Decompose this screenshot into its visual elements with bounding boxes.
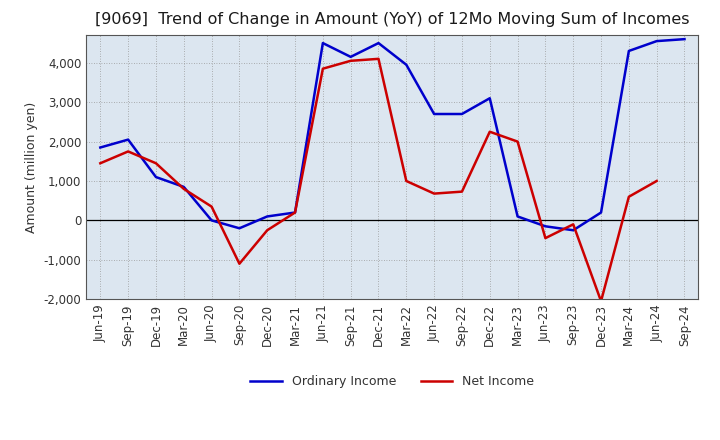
Ordinary Income — [152, 174, 161, 180]
Net Income — [263, 227, 271, 233]
Legend: Ordinary Income, Net Income: Ordinary Income, Net Income — [246, 370, 539, 393]
Net Income — [207, 204, 216, 209]
Ordinary Income — [374, 40, 383, 46]
Title: [9069]  Trend of Change in Amount (YoY) of 12Mo Moving Sum of Incomes: [9069] Trend of Change in Amount (YoY) o… — [95, 12, 690, 27]
Ordinary Income — [318, 40, 327, 46]
Ordinary Income — [402, 62, 410, 67]
Ordinary Income — [485, 95, 494, 101]
Ordinary Income — [291, 210, 300, 215]
Ordinary Income — [569, 227, 577, 233]
Ordinary Income — [207, 218, 216, 223]
Net Income — [374, 56, 383, 62]
Line: Net Income: Net Income — [100, 59, 657, 301]
Y-axis label: Amount (million yen): Amount (million yen) — [25, 102, 38, 233]
Net Income — [346, 58, 355, 63]
Ordinary Income — [624, 48, 633, 54]
Ordinary Income — [235, 226, 243, 231]
Net Income — [402, 178, 410, 183]
Net Income — [152, 161, 161, 166]
Net Income — [458, 189, 467, 194]
Ordinary Income — [263, 214, 271, 219]
Net Income — [652, 178, 661, 183]
Ordinary Income — [541, 224, 550, 229]
Net Income — [96, 161, 104, 166]
Net Income — [624, 194, 633, 199]
Net Income — [569, 222, 577, 227]
Ordinary Income — [346, 54, 355, 59]
Net Income — [597, 298, 606, 304]
Ordinary Income — [96, 145, 104, 150]
Ordinary Income — [179, 184, 188, 190]
Net Income — [513, 139, 522, 144]
Net Income — [124, 149, 132, 154]
Ordinary Income — [124, 137, 132, 142]
Ordinary Income — [458, 111, 467, 117]
Net Income — [541, 235, 550, 241]
Ordinary Income — [680, 37, 689, 42]
Net Income — [291, 210, 300, 215]
Net Income — [430, 191, 438, 196]
Net Income — [485, 129, 494, 134]
Ordinary Income — [597, 210, 606, 215]
Net Income — [179, 186, 188, 191]
Line: Ordinary Income: Ordinary Income — [100, 39, 685, 230]
Net Income — [235, 261, 243, 266]
Ordinary Income — [513, 214, 522, 219]
Net Income — [318, 66, 327, 71]
Ordinary Income — [652, 38, 661, 44]
Ordinary Income — [430, 111, 438, 117]
